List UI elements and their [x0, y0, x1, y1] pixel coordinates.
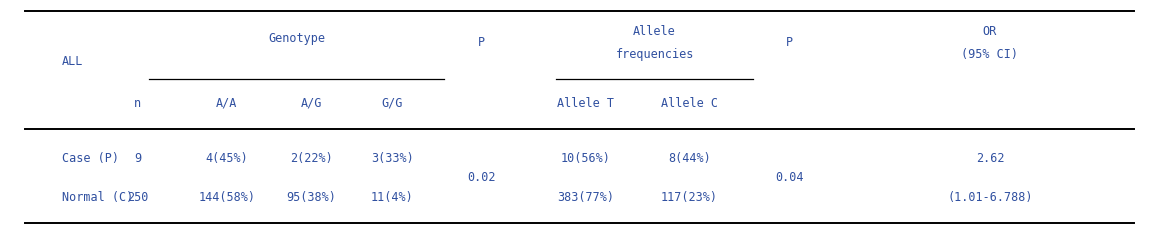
Text: 2.62: 2.62: [976, 151, 1004, 164]
Text: frequencies: frequencies: [615, 47, 694, 60]
Text: OR: OR: [983, 24, 997, 37]
Text: 0.04: 0.04: [775, 171, 804, 184]
Text: ALL: ALL: [61, 55, 83, 68]
Text: 8(44%): 8(44%): [668, 151, 710, 164]
Text: 9: 9: [134, 151, 141, 164]
Text: 95(38%): 95(38%): [286, 190, 336, 203]
Text: 144(58%): 144(58%): [198, 190, 255, 203]
Text: 250: 250: [127, 190, 148, 203]
Text: 4(45%): 4(45%): [205, 151, 248, 164]
Text: Case (P): Case (P): [61, 151, 118, 164]
Text: A/G: A/G: [300, 97, 322, 109]
Text: 117(23%): 117(23%): [661, 190, 717, 203]
Text: 383(77%): 383(77%): [556, 190, 614, 203]
Text: 11(4%): 11(4%): [371, 190, 414, 203]
Text: 2(22%): 2(22%): [290, 151, 333, 164]
Text: Allele C: Allele C: [661, 97, 717, 109]
Text: Normal (C): Normal (C): [61, 190, 133, 203]
Text: Allele: Allele: [633, 24, 676, 37]
Text: P: P: [786, 36, 794, 49]
Text: n: n: [134, 97, 141, 109]
Text: 3(33%): 3(33%): [371, 151, 414, 164]
Text: (1.01-6.788): (1.01-6.788): [947, 190, 1033, 203]
Text: 10(56%): 10(56%): [560, 151, 611, 164]
Text: G/G: G/G: [381, 97, 403, 109]
Text: Genotype: Genotype: [268, 31, 326, 44]
Text: 0.02: 0.02: [467, 171, 495, 184]
Text: Allele T: Allele T: [556, 97, 614, 109]
Text: (95% CI): (95% CI): [962, 47, 1019, 60]
Text: P: P: [478, 36, 484, 49]
Text: A/A: A/A: [217, 97, 238, 109]
